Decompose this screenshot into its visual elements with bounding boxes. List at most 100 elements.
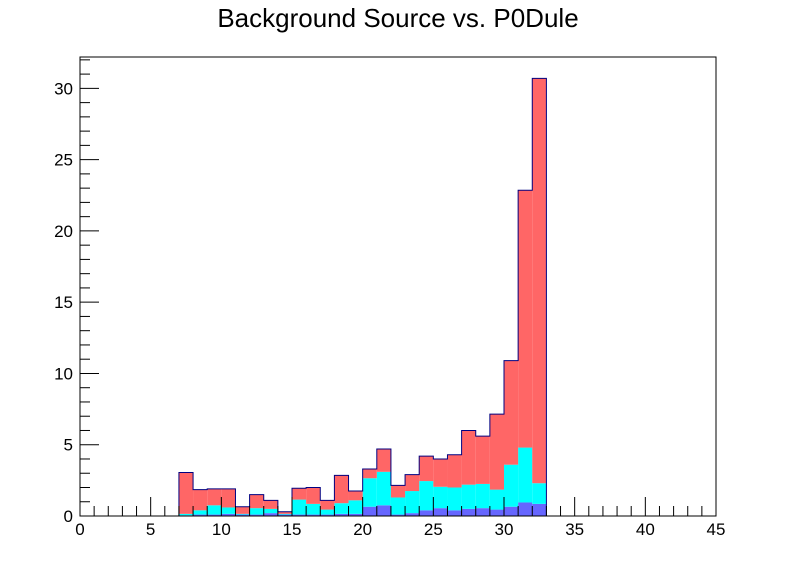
histogram-outline xyxy=(178,77,547,516)
x-axis: 0 5 10 15 20 25 30 35 40 45 xyxy=(75,497,725,539)
bar-series2-bin15 xyxy=(390,485,406,498)
x-tick-label: 35 xyxy=(565,520,584,539)
bar-series1-bin18 xyxy=(433,486,448,509)
bar-series0-bin6 xyxy=(263,513,278,516)
bar-series1-bin24 xyxy=(518,447,533,503)
bar-series0-bin13 xyxy=(362,506,377,516)
x-tick-label: 25 xyxy=(424,520,443,539)
x-tick-label: 0 xyxy=(75,520,84,539)
y-tick-label: 30 xyxy=(54,79,73,98)
bar-series2-bin7 xyxy=(277,511,292,514)
bar-series1-bin11 xyxy=(334,503,349,514)
bar-series1-bin9 xyxy=(306,503,321,515)
bar-series0-bin7 xyxy=(277,514,292,516)
bar-series1-bin0 xyxy=(178,513,194,516)
bar-series1-bin8 xyxy=(292,499,307,515)
bars-group xyxy=(178,77,547,516)
bar-series2-bin8 xyxy=(292,488,307,500)
bar-series0-bin3 xyxy=(221,513,236,516)
bar-series2-bin21 xyxy=(475,436,490,484)
y-tick-label: 20 xyxy=(54,222,73,241)
bar-series2-bin6 xyxy=(263,500,278,509)
chart-title: Background Source vs. P0Dule xyxy=(217,3,578,33)
bar-series1-bin13 xyxy=(362,478,377,507)
bar-series1-bin17 xyxy=(419,481,434,511)
bar-series0-bin25 xyxy=(532,503,547,516)
bar-series0-bin18 xyxy=(433,508,448,516)
x-tick-label: 5 xyxy=(146,520,155,539)
bar-series0-bin19 xyxy=(447,510,462,516)
bar-series0-bin1 xyxy=(193,514,208,516)
bar-series0-bin8 xyxy=(292,514,307,516)
x-tick-label: 45 xyxy=(707,520,726,539)
x-tick-label: 20 xyxy=(353,520,372,539)
x-tick-label: 30 xyxy=(495,520,514,539)
bar-series1-bin2 xyxy=(207,505,222,515)
bar-series1-bin22 xyxy=(489,489,504,510)
bar-series0-bin17 xyxy=(419,510,434,516)
bar-series2-bin1 xyxy=(193,489,208,511)
bar-series2-bin2 xyxy=(207,488,222,506)
bar-series1-bin25 xyxy=(532,483,547,504)
bar-series0-bin16 xyxy=(405,513,420,516)
x-tick-label: 40 xyxy=(636,520,655,539)
bar-series1-bin5 xyxy=(249,508,264,515)
bar-series2-bin11 xyxy=(334,475,349,504)
bar-series2-bin24 xyxy=(518,190,533,448)
bar-series1-bin16 xyxy=(405,491,420,514)
bar-series1-bin7 xyxy=(277,513,292,515)
bar-series2-bin17 xyxy=(419,456,434,482)
bar-series2-bin9 xyxy=(306,487,321,504)
bar-series1-bin12 xyxy=(348,500,363,514)
bar-series2-bin10 xyxy=(320,500,335,510)
bar-series1-bin1 xyxy=(193,510,208,515)
bar-series2-bin23 xyxy=(504,360,519,465)
bar-series0-bin9 xyxy=(306,514,321,516)
bar-series0-bin15 xyxy=(390,514,406,516)
bar-series2-bin19 xyxy=(447,454,462,488)
bar-series2-bin25 xyxy=(532,78,547,484)
bar-series1-bin4 xyxy=(235,513,250,515)
bar-series2-bin5 xyxy=(249,494,264,509)
bar-series1-bin6 xyxy=(263,508,278,514)
bar-series2-bin20 xyxy=(461,430,476,485)
bar-series0-bin24 xyxy=(518,502,533,516)
bar-series2-bin3 xyxy=(221,488,236,508)
x-tick-label: 15 xyxy=(283,520,302,539)
bar-series2-bin13 xyxy=(362,468,377,479)
bar-series0-bin21 xyxy=(475,508,490,516)
bar-series0-bin2 xyxy=(207,514,222,516)
bar-series1-bin14 xyxy=(376,471,391,506)
y-tick-label: 25 xyxy=(54,151,73,170)
bar-series2-bin14 xyxy=(376,449,391,472)
bar-series2-bin12 xyxy=(348,491,363,501)
y-tick-label: 10 xyxy=(54,364,73,383)
y-tick-label: 0 xyxy=(64,507,73,526)
bar-series1-bin15 xyxy=(390,497,406,515)
y-axis: 0 5 10 15 20 25 30 xyxy=(54,59,99,526)
x-tick-label: 10 xyxy=(212,520,231,539)
bar-series1-bin10 xyxy=(320,509,335,515)
bar-series0-bin20 xyxy=(461,508,476,516)
bar-series2-bin4 xyxy=(235,506,250,514)
y-tick-label: 5 xyxy=(64,436,73,455)
bar-series1-bin19 xyxy=(447,487,462,511)
bar-series1-bin3 xyxy=(221,507,236,514)
bar-series0-bin23 xyxy=(504,506,519,516)
bar-series0-bin4 xyxy=(235,514,250,516)
plot-frame xyxy=(79,56,717,517)
bar-series2-bin18 xyxy=(433,458,448,487)
bar-series2-bin16 xyxy=(405,474,420,492)
y-tick-label: 15 xyxy=(54,293,73,312)
bar-series1-bin21 xyxy=(475,483,490,509)
bar-series0-bin5 xyxy=(249,514,264,516)
bar-series0-bin22 xyxy=(489,509,504,516)
bar-series0-bin11 xyxy=(334,513,349,516)
bar-series0-bin10 xyxy=(320,514,335,516)
bar-series0-bin12 xyxy=(348,513,363,516)
bar-series1-bin23 xyxy=(504,464,519,507)
bar-series0-bin14 xyxy=(376,505,391,516)
bar-series2-bin22 xyxy=(489,414,504,490)
bar-series2-bin0 xyxy=(178,472,194,514)
